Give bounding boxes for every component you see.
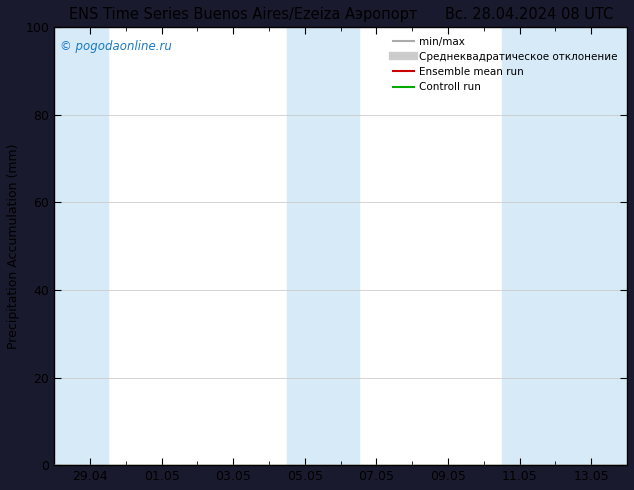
Text: © pogodaonline.ru: © pogodaonline.ru (60, 40, 172, 53)
Legend: min/max, Среднеквадратическое отклонение, Ensemble mean run, Controll run: min/max, Среднеквадратическое отклонение… (389, 32, 622, 97)
Bar (55, 27, 108, 465)
Y-axis label: Precipitation Accumulation (mm): Precipitation Accumulation (mm) (7, 144, 20, 349)
Title: ENS Time Series Buenos Aires/Ezeiza Аэропорт      Вс. 28.04.2024 08 UTC: ENS Time Series Buenos Aires/Ezeiza Аэро… (68, 7, 613, 22)
Bar (287, 27, 359, 465)
Bar (501, 27, 627, 465)
